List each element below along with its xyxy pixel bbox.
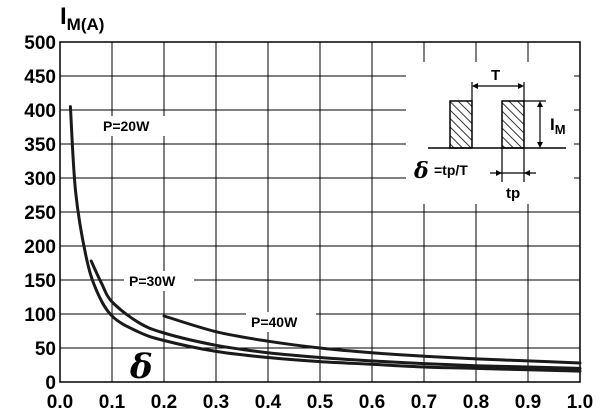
y-tick-label: 150 xyxy=(24,271,56,292)
x-tick-label: 1.0 xyxy=(567,392,593,413)
grid-lines xyxy=(60,42,580,382)
series-label-20w: P=20W xyxy=(103,118,150,134)
y-tick-label: 200 xyxy=(24,237,56,258)
x-tick-label: 0.5 xyxy=(307,392,334,413)
x-axis-delta-symbol: δ xyxy=(129,347,153,387)
y-tick-label: 250 xyxy=(24,203,56,224)
series-line-p-40w xyxy=(162,314,582,365)
formula-symbol: δ xyxy=(413,158,429,184)
inset-background xyxy=(406,62,574,204)
y-tick-label: 300 xyxy=(24,169,56,190)
series-label-40w: P=40W xyxy=(251,314,298,330)
x-tick-label: 0.2 xyxy=(151,392,177,413)
label-bg-30w xyxy=(124,271,194,291)
x-tick-label: 0.6 xyxy=(359,392,385,413)
pulse-2 xyxy=(501,100,525,149)
y-tick-label: 100 xyxy=(24,305,56,326)
delta-bg xyxy=(126,350,160,380)
series-line-p-30w xyxy=(89,259,582,370)
pulse-width-label: tp xyxy=(506,185,520,202)
current-label: IM xyxy=(550,115,566,137)
series-label-30w: P=30W xyxy=(129,273,176,289)
x-tick-labels: 0.0 0.1 0.2 0.3 0.4 0.5 0.6 0.7 0.8 0.9 1.0 xyxy=(47,392,593,413)
x-tick-label: 0.3 xyxy=(203,392,229,413)
plot-frame xyxy=(59,41,581,383)
y-tick-labels: 0 50 100 150 200 250 300 350 400 450 500 xyxy=(24,33,56,394)
x-tick-label: 0.0 xyxy=(47,392,73,413)
y-tick-label: 500 xyxy=(24,33,56,54)
period-label: T xyxy=(491,67,500,84)
x-tick-label: 0.1 xyxy=(99,392,126,413)
y-tick-label: 450 xyxy=(24,67,56,88)
y-tick-label: 50 xyxy=(35,339,56,360)
series-lines xyxy=(68,105,582,373)
pulse-1 xyxy=(449,100,473,149)
label-bg-40w xyxy=(246,312,316,332)
y-axis-label: IM(A) xyxy=(60,3,104,34)
label-bg-20w xyxy=(98,116,168,136)
formula-text: =tp/T xyxy=(434,162,468,178)
x-tick-label: 0.4 xyxy=(255,392,282,413)
series-line-p-20w xyxy=(68,105,582,373)
y-tick-label: 350 xyxy=(24,135,56,156)
y-tick-label: 0 xyxy=(45,373,56,394)
pulse-inset-diagram: T IM tp δ =tp/T xyxy=(406,62,574,204)
x-tick-label: 0.8 xyxy=(463,392,489,413)
x-tick-label: 0.7 xyxy=(411,392,437,413)
y-tick-label: 400 xyxy=(24,101,56,122)
x-tick-label: 0.9 xyxy=(515,392,541,413)
